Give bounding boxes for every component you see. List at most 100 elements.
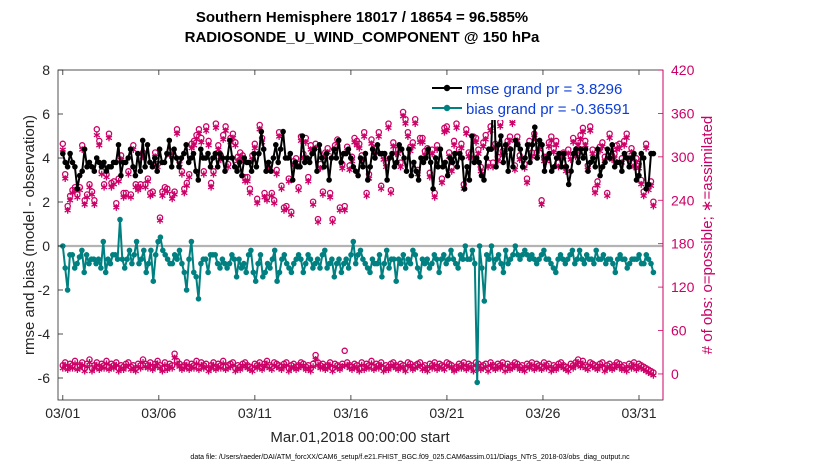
rmse-point [231,164,238,170]
rmse-point [137,168,144,174]
bias-point [398,260,404,267]
obs-assimilated-marker [319,191,327,198]
obs-assimilated-marker [207,183,215,191]
bias-point [357,247,364,254]
rmse-point [454,164,461,170]
legend-bias-label: bias grand pr = -0.36591 [466,101,630,118]
obs-assimilated-marker [222,127,229,135]
rmse-point [594,146,601,152]
rmse-point [500,159,507,166]
rmse-point [556,150,562,157]
obs-assimilated-marker [591,189,599,197]
bias-point [341,260,347,267]
rmse-point [239,172,245,179]
obs-assimilated-marker [603,192,611,200]
rmse-point [447,155,453,161]
bias-point [574,256,580,263]
rmse-point [321,164,328,170]
legend: rmse grand pr = 3.8296 bias grand pr = -… [430,76,652,120]
rmse-point [561,150,567,157]
y-left-tick-label: 4 [42,150,50,166]
bias-point [545,256,552,263]
rmse-point [430,186,436,192]
bias-point [107,260,114,267]
bias-point [243,269,249,276]
rmse-point [408,172,415,179]
obs-assimilated-marker [462,130,470,138]
obs-low-assimilated-marker [326,361,334,369]
bias-point [212,252,218,258]
bias-point [98,265,104,271]
bias-point [429,260,435,267]
rmse-point [103,168,110,174]
bias-point [386,265,392,271]
rmse-point [541,168,548,174]
bias-point [293,256,300,263]
bias-point [600,252,607,258]
obs-low-assimilated-marker [171,354,178,362]
rmse-point [328,155,335,161]
rmse-point [524,142,531,148]
rmse-point [534,155,540,161]
bias-point [424,256,431,263]
obs-assimilated-marker [620,141,628,149]
rmse-point [582,146,589,152]
rmse-point [96,159,102,166]
bias-point [198,260,204,267]
obs-assimilated-marker [577,136,584,143]
rmse-point [72,164,78,170]
rmse-point [418,155,424,161]
bias-point [438,256,445,263]
obs-assimilated-marker [185,173,193,181]
rmse-point [398,146,405,152]
rmse-point [256,150,262,157]
rmse-point [248,168,255,174]
bias-point [262,269,269,276]
rmse-point [251,150,257,157]
rmse-point [604,146,611,152]
obs-assimilated-marker [450,141,458,149]
bias-point [76,254,83,260]
bias-point [283,260,290,267]
x-tick-label: 03/16 [333,405,368,421]
bias-point [329,256,335,263]
bias-point [553,269,559,276]
rmse-point [602,159,608,166]
bias-point [133,238,140,245]
obs-assimilated-marker [411,120,419,127]
rmse-point [101,159,107,166]
obs-assimilated-marker [642,144,650,152]
bias-point [402,265,409,271]
bias-point [548,260,554,267]
rmse-point [152,155,158,161]
bias-point [507,256,514,263]
y-right-tick-label: 240 [671,192,695,208]
rmse-point [367,164,374,170]
bias-point [248,247,254,254]
y-axis-left-label: rmse and bias (model - observation) [21,115,38,355]
bias-point [105,256,111,263]
rmse-point [86,159,93,166]
bias-point [412,252,419,258]
bias-point [162,252,168,258]
rmse-point [386,155,393,161]
rmse-point [415,177,422,183]
bias-point [381,260,388,267]
obs-assimilated-marker [93,131,101,139]
rmse-point [406,146,412,152]
rmse-point [464,164,470,170]
bias-point [138,256,145,263]
obs-assimilated-marker [506,137,514,145]
rmse-point [350,164,357,170]
obs-assimilated-marker [74,194,81,201]
rmse-point [512,137,519,144]
rmse-point [166,137,173,144]
bias-point [126,247,133,254]
bias-point [364,265,371,271]
rmse-point [118,172,124,179]
bias-point [643,252,650,258]
rmse-point [253,164,260,170]
rmse-point [643,186,649,192]
rmse-point [309,150,315,157]
obs-assimilated-marker [385,124,392,132]
